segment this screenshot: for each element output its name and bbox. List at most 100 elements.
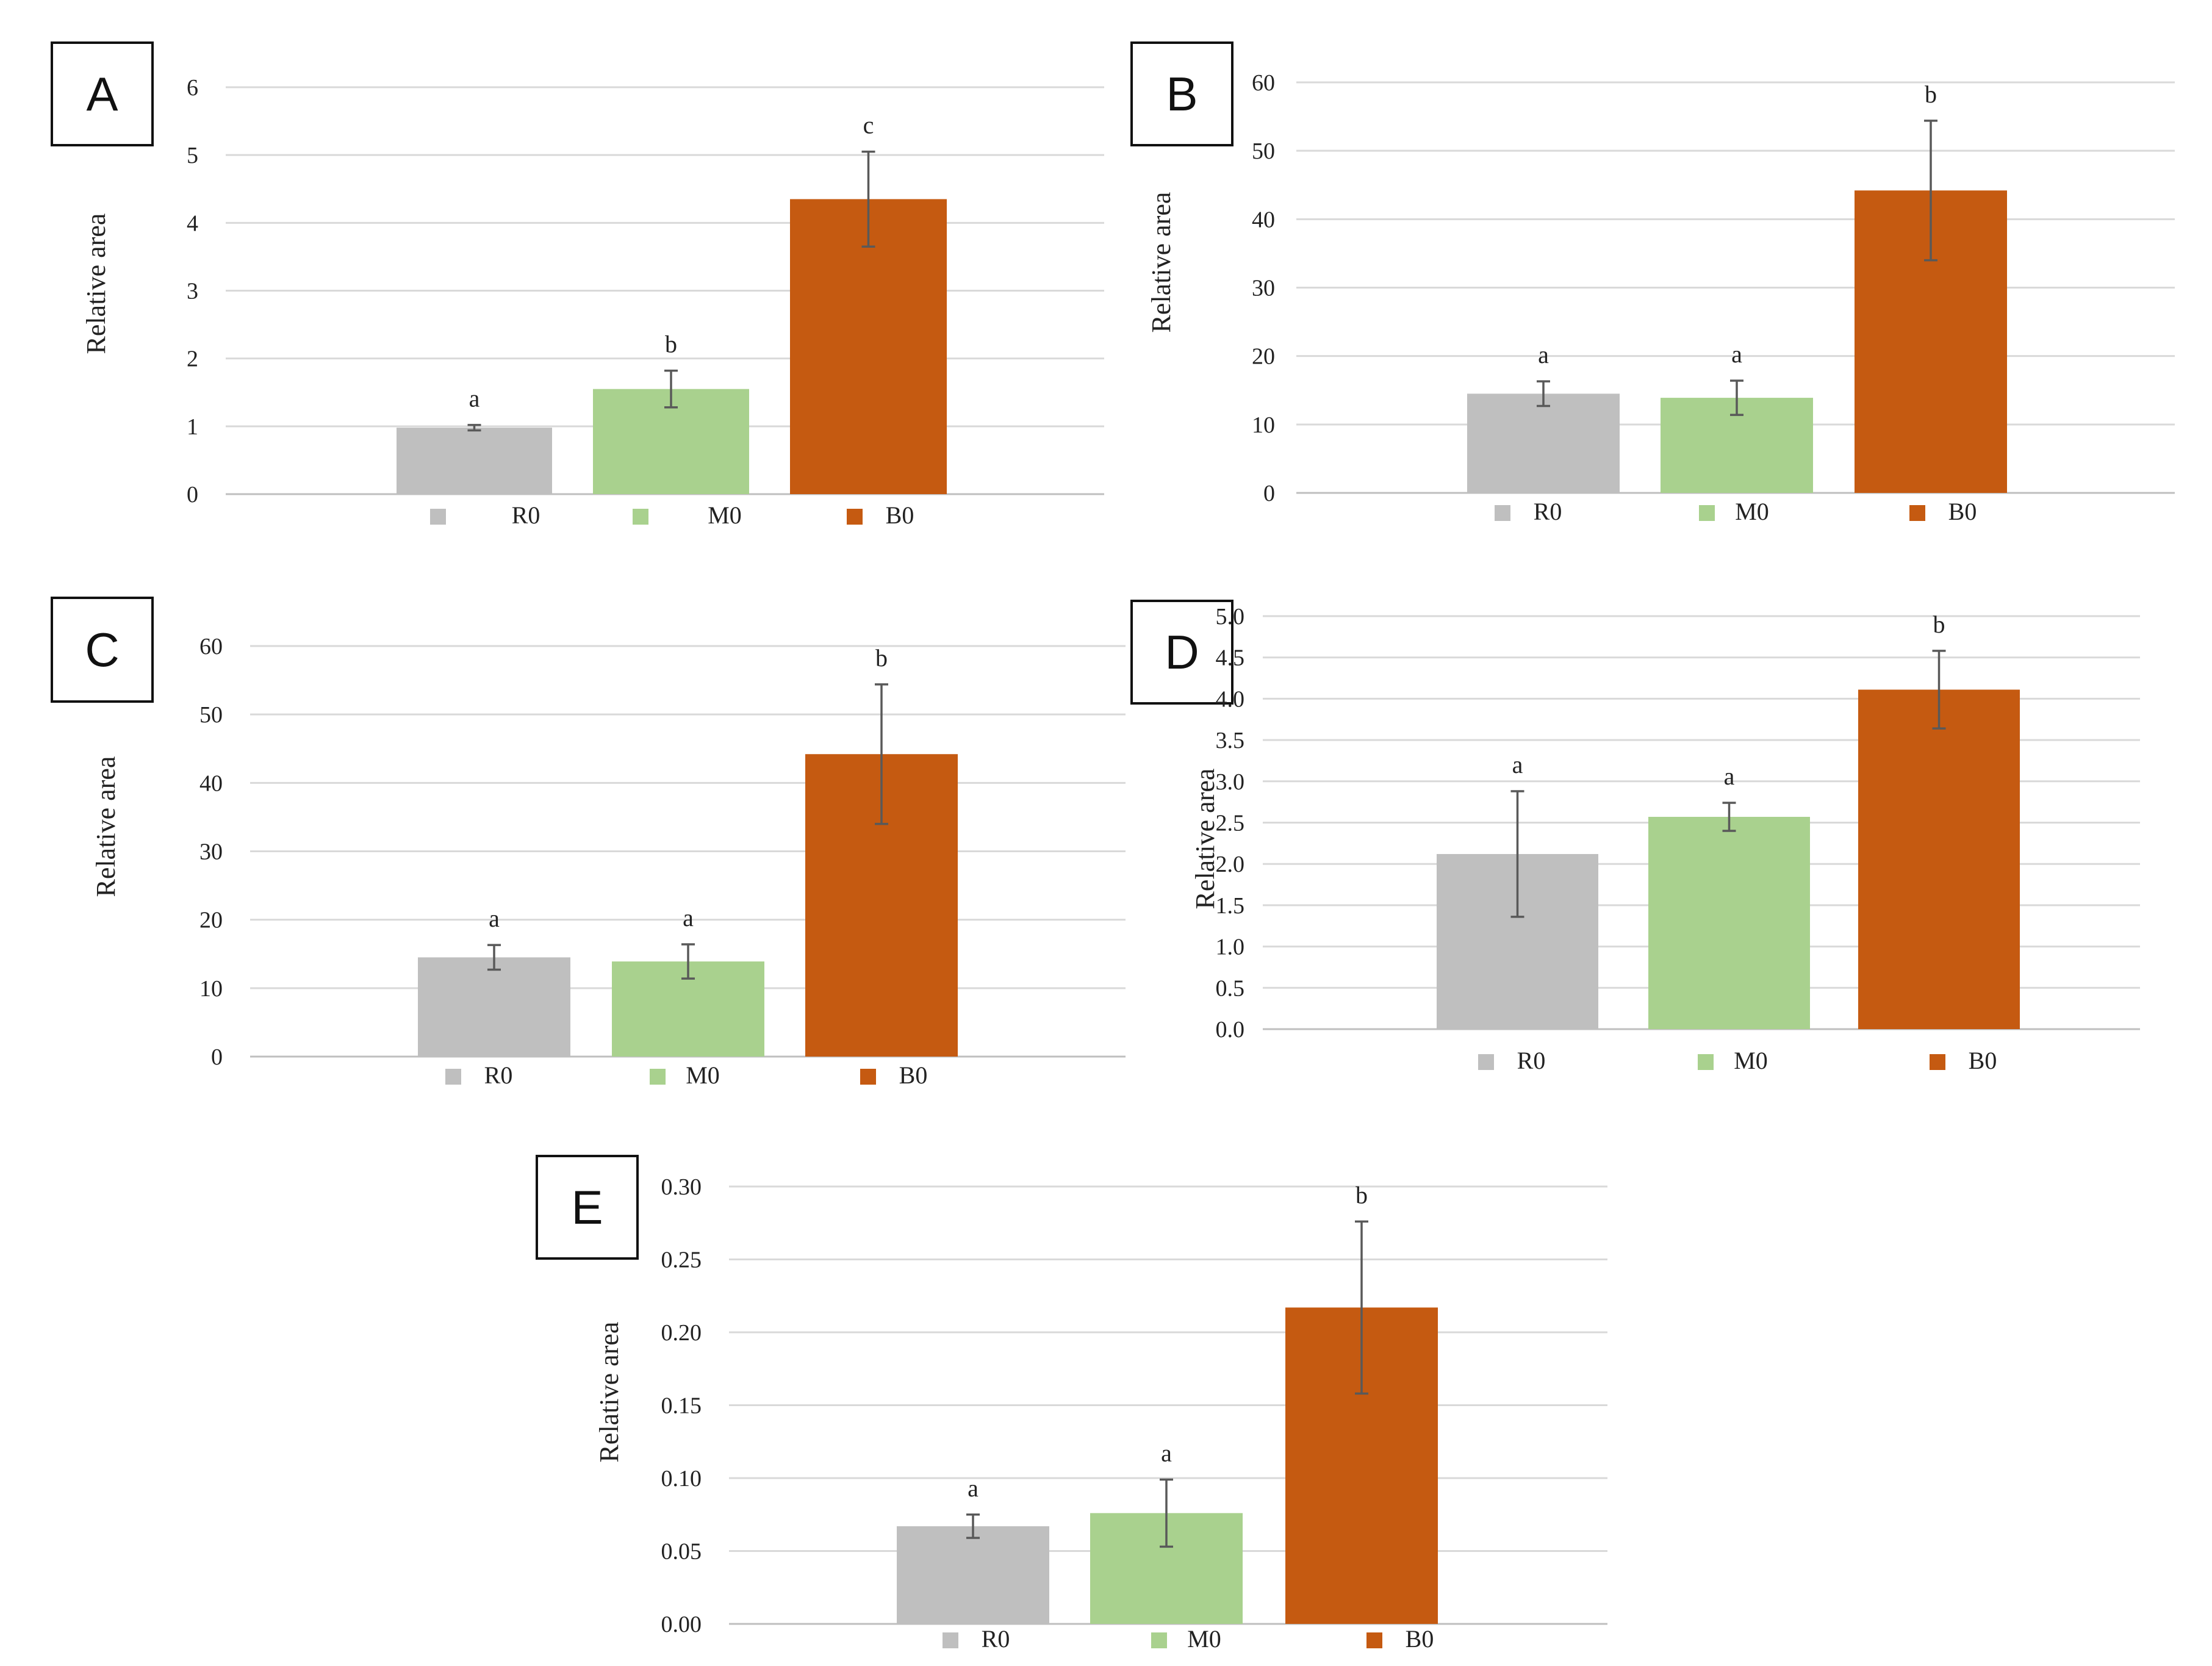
y-tick-label-d-10: 5.0 (1216, 604, 1245, 630)
significance-letter-a-m0: b (665, 331, 677, 358)
y-tick-label-c-1: 10 (199, 976, 223, 1002)
chart-panel-d: D 0.0 0.5 1.0 1.5 2.0 2.5 3.0 3.5 4.0 4.5 5.0 Relati… (1130, 600, 2140, 1074)
legend-swatch-a-r0 (430, 509, 446, 525)
y-tick-label-d-1: 0.5 (1216, 975, 1245, 1001)
bar-e-r0 (897, 1526, 1049, 1624)
y-tick-label-b-4: 40 (1252, 207, 1275, 232)
y-tick-label-c-4: 40 (199, 770, 223, 796)
panel-letter-box-b (1130, 41, 1233, 146)
significance-letter-a-b0: c (863, 112, 874, 139)
y-tick-label-b-0: 0 (1263, 481, 1275, 506)
y-tick-label-c-6: 60 (199, 634, 223, 659)
legend-label-d-m0: M0 (1734, 1047, 1768, 1074)
legend-swatch-d-b0 (1930, 1054, 1945, 1070)
legend-label-c-m0: M0 (686, 1061, 720, 1089)
y-tick-label-a-1: 1 (187, 414, 198, 440)
significance-letter-c-m0: a (683, 904, 694, 932)
legend-label-a-m0: M0 (708, 501, 742, 529)
y-tick-label-a-3: 3 (187, 279, 198, 304)
bar-d-m0 (1648, 817, 1810, 1029)
y-tick-label-c-0: 0 (211, 1044, 223, 1070)
significance-letter-b-m0: a (1731, 340, 1742, 368)
panel-letter-c: C (85, 623, 119, 677)
y-tick-label-e-1: 0.05 (661, 1539, 702, 1565)
y-tick-label-e-2: 0.10 (661, 1466, 702, 1492)
legend-swatch-e-r0 (943, 1632, 958, 1648)
bar-b-r0 (1467, 393, 1620, 493)
y-tick-label-c-3: 30 (199, 839, 223, 865)
legend-label-b-m0: M0 (1735, 498, 1769, 525)
y-tick-label-d-2: 1.0 (1216, 935, 1245, 960)
legend-swatch-e-b0 (1366, 1632, 1382, 1648)
panel-letter-b: B (1166, 67, 1198, 121)
y-axis-label-b: Relative area (1146, 192, 1176, 333)
y-tick-label-a-2: 2 (187, 346, 198, 372)
y-axis-label-a: Relative area (81, 214, 111, 354)
y-tick-label-d-3: 1.5 (1216, 893, 1245, 919)
y-tick-label-b-2: 20 (1252, 344, 1275, 370)
legend-label-e-b0: B0 (1406, 1625, 1434, 1653)
significance-letter-e-m0: a (1161, 1439, 1172, 1467)
bar-a-b0 (790, 199, 947, 494)
legend-swatch-e-m0 (1151, 1632, 1167, 1648)
legend-label-d-b0: B0 (1969, 1047, 1997, 1074)
y-tick-label-a-6: 6 (187, 75, 198, 101)
y-tick-label-e-5: 0.25 (661, 1248, 702, 1273)
y-tick-label-b-1: 10 (1252, 412, 1275, 438)
significance-letter-d-b0: b (1933, 611, 1945, 638)
legend-swatch-b-b0 (1909, 505, 1925, 521)
significance-letter-d-r0: a (1512, 751, 1523, 778)
significance-letter-e-b0: b (1356, 1181, 1368, 1208)
legend-swatch-a-b0 (847, 509, 863, 525)
legend-label-b-b0: B0 (1948, 498, 1977, 525)
panel-letter-box-c (51, 597, 154, 703)
legend-swatch-d-r0 (1478, 1054, 1494, 1070)
y-tick-label-d-9: 4.5 (1216, 645, 1245, 671)
bar-a-r0 (397, 428, 552, 494)
significance-letter-d-m0: a (1724, 763, 1735, 790)
y-tick-label-a-5: 5 (187, 143, 198, 168)
legend-label-c-r0: R0 (484, 1061, 513, 1089)
panel-letter-box-a (51, 41, 154, 146)
y-tick-label-d-5: 2.5 (1216, 811, 1245, 836)
legend-label-a-b0: B0 (886, 501, 914, 529)
y-tick-label-d-6: 3.0 (1216, 769, 1245, 795)
legend-label-c-b0: B0 (899, 1061, 928, 1089)
y-tick-label-c-5: 50 (199, 702, 223, 728)
y-tick-label-e-4: 0.20 (661, 1320, 702, 1346)
bar-c-r0 (418, 957, 570, 1057)
y-tick-label-e-6: 0.30 (661, 1174, 702, 1200)
legend-swatch-b-m0 (1699, 505, 1715, 521)
y-tick-label-a-4: 4 (187, 210, 198, 236)
panel-letter-d: D (1165, 625, 1199, 679)
y-axis-label-c: Relative area (91, 756, 121, 897)
legend-swatch-a-m0 (633, 509, 648, 525)
significance-letter-c-b0: b (875, 644, 888, 672)
legend-swatch-c-r0 (445, 1069, 461, 1085)
legend-label-b-r0: R0 (1534, 498, 1562, 525)
legend-label-e-m0: M0 (1187, 1625, 1221, 1653)
legend-swatch-c-b0 (860, 1069, 876, 1085)
y-tick-label-c-2: 20 (199, 908, 223, 933)
y-tick-label-a-0: 0 (187, 482, 198, 508)
legend-label-e-r0: R0 (982, 1625, 1010, 1653)
chart-panel-c: C 0 10 20 30 40 50 60 Relative area a a b R0 M0 B0 (51, 597, 1126, 1089)
legend-swatch-b-r0 (1495, 505, 1510, 521)
bar-d-b0 (1858, 689, 2020, 1029)
significance-letter-b-r0: a (1538, 341, 1549, 368)
legend-label-a-r0: R0 (512, 501, 540, 529)
y-tick-label-e-0: 0.00 (661, 1612, 702, 1637)
y-tick-label-b-6: 60 (1252, 70, 1275, 96)
chart-panel-e: E 0.00 0.05 0.10 0.15 0.20 0.25 0.30 Relative ar… (536, 1155, 1607, 1653)
panel-letter-box-d (1130, 600, 1233, 705)
panel-letter-box-e (536, 1155, 639, 1260)
significance-letter-e-r0: a (968, 1474, 979, 1502)
y-tick-label-b-3: 30 (1252, 276, 1275, 301)
y-tick-label-e-3: 0.15 (661, 1393, 702, 1419)
y-axis-label-d: Relative area (1190, 769, 1220, 910)
significance-letter-b-b0: b (1925, 81, 1937, 108)
y-axis-label-e: Relative area (594, 1322, 624, 1463)
legend-label-d-r0: R0 (1517, 1047, 1546, 1074)
